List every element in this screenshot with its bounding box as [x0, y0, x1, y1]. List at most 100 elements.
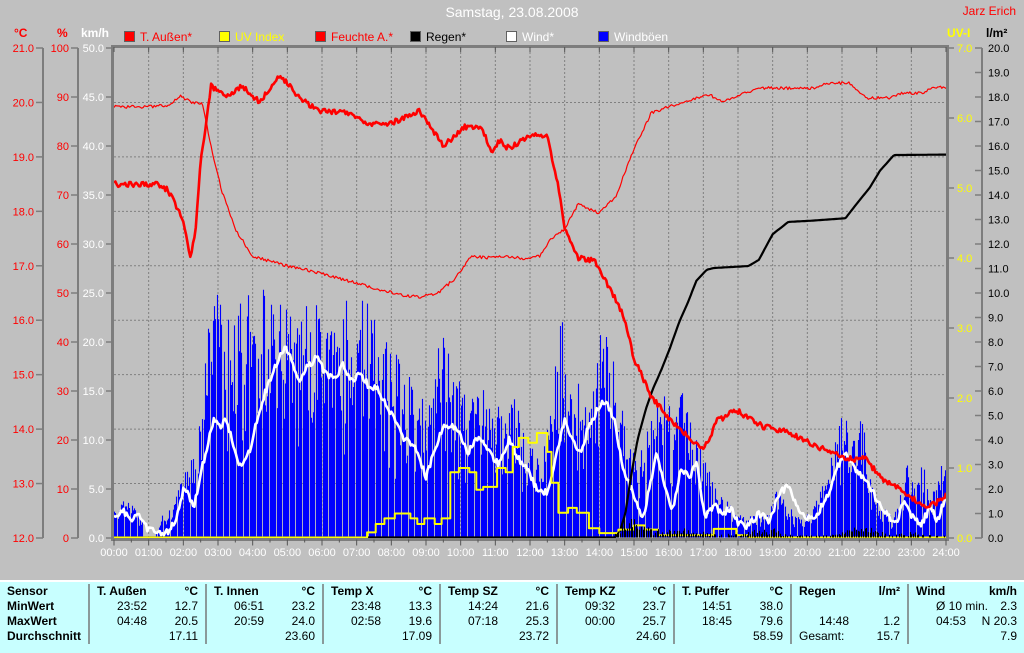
legend-swatch-icon	[124, 31, 135, 42]
x-axis-label: 09:00	[412, 547, 440, 559]
cell-regen-max: 14:48 1.2	[792, 614, 907, 629]
min-time: 23:52	[117, 599, 148, 613]
min-time: 06:51	[234, 599, 265, 613]
cell-regen-min	[792, 599, 907, 614]
tick-label-celsius: 13.0	[13, 479, 34, 491]
avg-value: 15.7	[876, 629, 900, 643]
tick-label-kmh: 25.0	[83, 288, 104, 300]
x-axis-label: 23:00	[898, 547, 926, 559]
tick-label-celsius: 17.0	[13, 261, 34, 273]
min-value: 21.6	[525, 599, 549, 613]
sensor-name: Regen	[799, 584, 836, 598]
max-time: 18:45	[702, 614, 733, 628]
x-axis-label: 17:00	[690, 547, 718, 559]
max-time: 07:18	[468, 614, 499, 628]
series-regen-intensit-t	[614, 517, 946, 538]
sensor-unit: °C	[769, 584, 783, 598]
sensor-unit: °C	[652, 584, 666, 598]
sensor-name: Temp X	[331, 584, 374, 598]
cell-temp-x-min: 23:48 13.3	[324, 599, 439, 614]
avg-value: 23.60	[284, 629, 315, 643]
x-axis-label: 02:00	[170, 547, 198, 559]
x-axis-label: 19:00	[759, 547, 787, 559]
col-header-regen: Regen l/m²	[792, 584, 907, 599]
sensor-unit: °C	[184, 584, 198, 598]
tick-label-lm2: 0.0	[988, 533, 1003, 545]
cell-t-innen-avg: 23.60	[207, 629, 322, 644]
legend-item-5: Windböen	[598, 30, 669, 44]
sensor-name: Wind	[916, 584, 946, 598]
max-time: 02:58	[351, 614, 382, 628]
min-time: 09:32	[585, 599, 616, 613]
min-value	[819, 599, 900, 614]
tick-label-kmh: 45.0	[83, 92, 104, 104]
sensor-name: T. Puffer	[682, 584, 730, 598]
x-axis-label: 03:00	[204, 547, 232, 559]
avg-value: 17.09	[401, 629, 432, 643]
tick-label-kmh: 5.0	[89, 484, 104, 496]
tick-label-lm2: 14.0	[988, 190, 1009, 202]
sensor-name: T. Außen	[97, 584, 147, 598]
max-value: 25.3	[525, 614, 549, 628]
x-axis-label: 10:00	[447, 547, 475, 559]
col-header-t-puffer: T. Puffer °C	[675, 584, 790, 599]
tick-label-lm2: 7.0	[988, 362, 1003, 374]
x-axis-label: 18:00	[724, 547, 752, 559]
tick-label-lm2: 4.0	[988, 435, 1003, 447]
cell-t-puffer-avg: 58.59	[675, 629, 790, 644]
max-time: 04:53	[936, 614, 967, 628]
tick-label-percent: 50	[57, 288, 69, 300]
row-label-durchschnitt: Durchschnitt	[7, 629, 82, 643]
axis-unit-celsius: °C	[14, 26, 28, 40]
sensor-unit: °C	[301, 584, 315, 598]
tick-label-lm2: 2.0	[988, 484, 1003, 496]
legend-label: Regen*	[426, 30, 467, 44]
series-feuchte-a-	[114, 81, 946, 299]
tick-label-lm2: 5.0	[988, 411, 1003, 423]
tick-label-kmh: 30.0	[83, 239, 104, 251]
cell-temp-x-avg: 17.09	[324, 629, 439, 644]
legend-swatch-icon	[315, 31, 326, 42]
x-axis-label: 04:00	[239, 547, 267, 559]
tick-label-lm2: 10.0	[988, 288, 1009, 300]
max-value: 25.7	[642, 614, 666, 628]
legend-swatch-icon	[219, 31, 230, 42]
x-axis-label: 15:00	[620, 547, 648, 559]
tick-label-lm2: 3.0	[988, 460, 1003, 472]
tick-label-percent: 30	[57, 386, 69, 398]
x-axis-label: 16:00	[655, 547, 683, 559]
cell-t-au-en-max: 04:48 20.5	[90, 614, 205, 629]
cell-temp-kz-avg: 24.60	[558, 629, 673, 644]
cell-t-innen-min: 06:51 23.2	[207, 599, 322, 614]
table-col-temp-sz: Temp SZ °C 14:24 21.6 07:18 25.3 23.72	[439, 584, 556, 644]
tick-label-uv: 6.0	[957, 113, 972, 125]
avg-value: 58.59	[752, 629, 783, 643]
tick-label-kmh: 40.0	[83, 141, 104, 153]
sensor-unit: °C	[535, 584, 549, 598]
avg-value: 23.72	[518, 629, 549, 643]
table-col-t-puffer: T. Puffer °C 14:51 38.0 18:45 79.6 58.59	[673, 584, 790, 644]
legend-label: UV Index	[235, 30, 285, 44]
tick-label-lm2: 15.0	[988, 166, 1009, 178]
min-time: Ø 10 min.	[936, 599, 989, 613]
tick-label-celsius: 20.0	[13, 97, 34, 109]
tick-label-lm2: 20.0	[988, 43, 1009, 55]
legend-label: Windböen	[614, 30, 669, 44]
legend-item-0: T. Außen*	[124, 30, 192, 44]
tick-label-lm2: 11.0	[988, 264, 1009, 276]
weather-chart: 21.0 20.0 19.0 18.0 17.0 16.0 15.0 14.0 13.0 12.0…	[13, 43, 1010, 559]
min-value: 23.7	[642, 599, 666, 613]
x-axis-label: 22:00	[863, 547, 891, 559]
tick-label-lm2: 13.0	[988, 215, 1009, 227]
tick-label-uv: 5.0	[957, 183, 972, 195]
legend-swatch-icon	[506, 31, 517, 42]
cell-t-puffer-min: 14:51 38.0	[675, 599, 790, 614]
min-time	[799, 599, 819, 614]
cell-t-au-en-min: 23:52 12.7	[90, 599, 205, 614]
tick-label-lm2: 16.0	[988, 141, 1009, 153]
tick-label-kmh: 10.0	[83, 435, 104, 447]
min-value: 12.7	[174, 599, 198, 613]
tick-label-kmh: 50.0	[83, 43, 104, 55]
max-value: 79.6	[759, 614, 783, 628]
max-time: 00:00	[585, 614, 616, 628]
